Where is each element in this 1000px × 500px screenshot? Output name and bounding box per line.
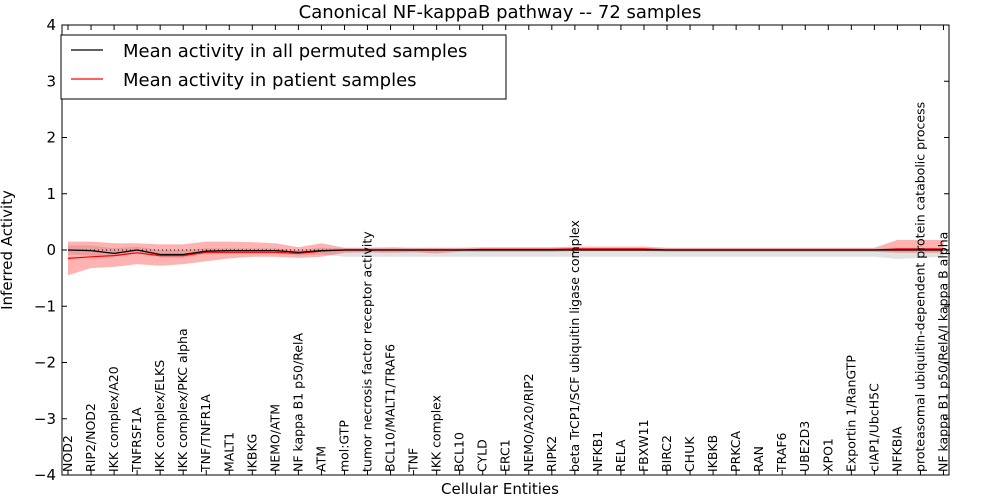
- entity-label: NFKBIA: [889, 426, 904, 472]
- entity-label: CHUK: [682, 436, 697, 472]
- y-tick-label: 2: [46, 129, 56, 147]
- y-tick-label: −2: [34, 354, 56, 372]
- entity-label: TNFRSF1A: [129, 407, 144, 473]
- entity-label: IKBKB: [705, 435, 720, 472]
- entity-label: MALT1: [221, 432, 236, 472]
- entity-label: BIRC2: [659, 435, 674, 472]
- entity-label: NEMO/ATM: [267, 404, 282, 472]
- entity-label: FBXW11: [636, 419, 651, 472]
- legend-box: [60, 34, 507, 100]
- entity-label: UBE2D3: [797, 421, 812, 472]
- entity-label: RIPK2: [544, 436, 559, 472]
- entity-label: Exportin 1/RanGTP: [843, 355, 858, 472]
- entity-label: RAN: [751, 446, 766, 472]
- legend-label-permuted: Mean activity in all permuted samples: [123, 41, 467, 62]
- entity-label: BCL10/MALT1/TRAF6: [383, 344, 398, 472]
- entity-label: NF kappa B1 p50/RelA: [290, 332, 305, 472]
- entity-label: IKK complex/A20: [106, 366, 121, 472]
- entity-label: ERC1: [498, 439, 513, 472]
- entity-label: TNF/TNFR1A: [198, 394, 213, 473]
- legend-label-patient: Mean activity in patient samples: [123, 70, 417, 91]
- entity-label: TNF: [406, 448, 421, 473]
- y-tick-label: −3: [34, 410, 56, 428]
- line-permuted: [67, 249, 944, 256]
- confidence-bands: [68, 239, 944, 276]
- entity-label: proteasomal ubiquitin-dependent protein …: [912, 102, 927, 472]
- band-permuted: [68, 245, 944, 259]
- entity-label: NF kappa B1 p50/RelA/I kappa B alpha: [936, 232, 951, 472]
- entity-label: NOD2: [60, 435, 75, 472]
- entity-label: PRKCA: [728, 431, 743, 472]
- entity-label: CYLD: [475, 439, 490, 472]
- entity-label: mol:GTP: [337, 420, 352, 472]
- entity-label: beta TrCP1/SCF ubiquitin ligase complex: [567, 220, 582, 472]
- y-tick-label: 0: [46, 241, 56, 259]
- entity-label: NEMO/A20/RIP2: [521, 373, 536, 472]
- entity-label: XPO1: [820, 438, 835, 472]
- y-tick-label: −4: [34, 466, 56, 484]
- axis-ticks: [62, 24, 949, 476]
- chart-title: Canonical NF-kappaB pathway -- 72 sample…: [299, 2, 702, 23]
- y-tick-label: 1: [46, 185, 56, 203]
- x-axis-label: Cellular Entities: [441, 480, 559, 498]
- entity-label: IKK complex: [429, 395, 444, 472]
- entity-labels: NOD2 RIP2/NOD2 IKK complex/A20 TNFRSF1A IKK …: [60, 102, 951, 473]
- y-tick-label: −1: [34, 297, 56, 315]
- y-tick-label: 4: [46, 16, 56, 34]
- entity-label: BCL10: [452, 432, 467, 472]
- entity-label: tumor necrosis factor receptor activity: [360, 231, 375, 472]
- plot-frame: [61, 24, 950, 476]
- band-patient: [68, 239, 944, 276]
- entity-label: IKK complex/ELKS: [152, 360, 167, 472]
- entity-label: RIP2/NOD2: [83, 403, 98, 472]
- y-tick-label: 3: [46, 72, 56, 90]
- entity-label: NFKB1: [590, 431, 605, 472]
- legend: Mean activity in all permuted samples Me…: [60, 34, 507, 100]
- series-lines: [62, 248, 949, 259]
- entity-label: ATM: [313, 446, 328, 472]
- y-tick-labels: −4 −3 −2 −1 0 1 2 3 4: [34, 16, 56, 484]
- entity-label: TRAF6: [774, 432, 789, 473]
- entity-label: cIAP1/UbcH5C: [866, 383, 881, 472]
- entity-label: RELA: [613, 439, 628, 472]
- entity-label: IKBKG: [244, 434, 259, 472]
- y-axis-label: Inferred Activity: [0, 190, 16, 310]
- entity-label: IKK complex/PKC alpha: [175, 328, 190, 472]
